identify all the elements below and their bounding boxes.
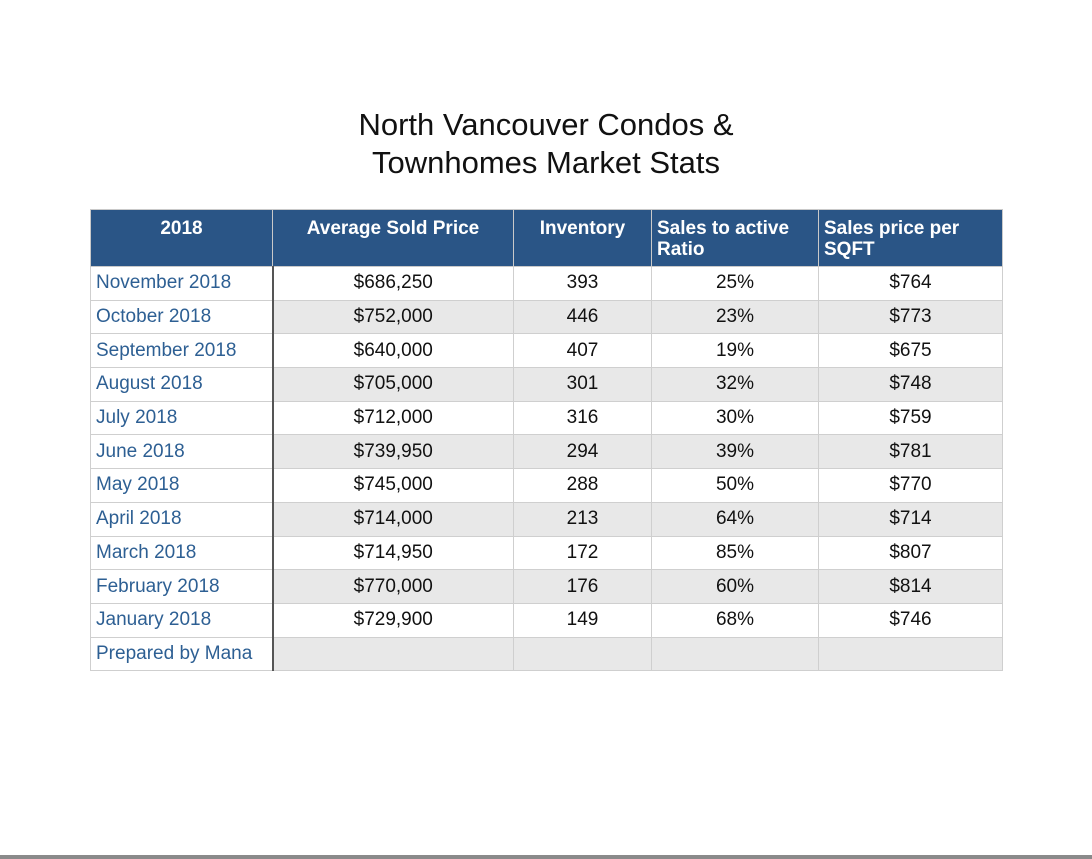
- empty-cell: [651, 636, 819, 672]
- sales-to-active-ratio-cell: 25%: [651, 266, 819, 301]
- sales-to-active-ratio-cell: 50%: [651, 468, 819, 503]
- inventory-cell: 294: [513, 434, 652, 470]
- inventory-cell: 176: [513, 569, 652, 604]
- header-sales-price-per-sqft-label: Sales price per SQFT: [824, 218, 960, 260]
- month-cell: June 2018: [90, 434, 274, 470]
- inventory-cell: 213: [513, 501, 652, 537]
- average-sold-price-cell: $745,000: [272, 468, 514, 503]
- month-cell: November 2018: [90, 266, 274, 301]
- month-cell: September 2018: [90, 333, 274, 369]
- title-line-1: North Vancouver Condos &: [358, 107, 734, 142]
- header-average-sold-price: Average Sold Price: [272, 209, 514, 267]
- header-inventory: Inventory: [513, 209, 652, 267]
- header-sales-to-active-ratio: Sales to active Ratio: [651, 209, 819, 267]
- empty-cell: [818, 636, 1003, 672]
- empty-cell: [272, 636, 514, 672]
- average-sold-price-cell: $705,000: [272, 367, 514, 402]
- average-sold-price-cell: $640,000: [272, 333, 514, 369]
- empty-cell: [513, 636, 652, 672]
- inventory-cell: 149: [513, 602, 652, 638]
- month-cell: October 2018: [90, 299, 274, 335]
- inventory-cell: 301: [513, 367, 652, 402]
- table-row: July 2018 $712,000 316 30% $759: [90, 400, 1003, 436]
- sales-to-active-ratio-cell: 39%: [651, 434, 819, 470]
- table-header-row: 2018 Average Sold Price Inventory Sales …: [90, 209, 1003, 267]
- table-row: November 2018 $686,250 393 25% $764: [90, 266, 1003, 301]
- sales-to-active-ratio-cell: 68%: [651, 602, 819, 638]
- average-sold-price-cell: $712,000: [272, 400, 514, 436]
- inventory-cell: 446: [513, 299, 652, 335]
- sales-price-per-sqft-cell: $770: [818, 468, 1003, 503]
- header-sales-to-active-ratio-label: Sales to active Ratio: [657, 218, 790, 260]
- sales-to-active-ratio-cell: 19%: [651, 333, 819, 369]
- sales-price-per-sqft-cell: $814: [818, 569, 1003, 604]
- sales-price-per-sqft-cell: $759: [818, 400, 1003, 436]
- inventory-cell: 407: [513, 333, 652, 369]
- header-average-sold-price-label: Average Sold Price: [306, 218, 480, 239]
- inventory-cell: 393: [513, 266, 652, 301]
- table-row: September 2018 $640,000 407 19% $675: [90, 333, 1003, 369]
- market-stats-table: 2018 Average Sold Price Inventory Sales …: [90, 209, 1003, 672]
- average-sold-price-cell: $752,000: [272, 299, 514, 335]
- sales-to-active-ratio-cell: 64%: [651, 501, 819, 537]
- sales-price-per-sqft-cell: $714: [818, 501, 1003, 537]
- month-cell: March 2018: [90, 535, 274, 571]
- average-sold-price-cell: $739,950: [272, 434, 514, 470]
- prepared-by-label: Prepared by Mana: [90, 636, 274, 672]
- header-year-label: 2018: [160, 218, 203, 239]
- average-sold-price-cell: $770,000: [272, 569, 514, 604]
- inventory-cell: 316: [513, 400, 652, 436]
- header-sales-price-per-sqft: Sales price per SQFT: [818, 209, 1003, 267]
- title-line-2: Townhomes Market Stats: [371, 145, 721, 180]
- sales-to-active-ratio-cell: 30%: [651, 400, 819, 436]
- month-cell: August 2018: [90, 367, 274, 402]
- month-cell: January 2018: [90, 602, 274, 638]
- average-sold-price-cell: $714,950: [272, 535, 514, 571]
- sales-price-per-sqft-cell: $781: [818, 434, 1003, 470]
- table-row: October 2018 $752,000 446 23% $773: [90, 299, 1003, 335]
- month-cell: July 2018: [90, 400, 274, 436]
- table-row: March 2018 $714,950 172 85% $807: [90, 535, 1003, 571]
- average-sold-price-cell: $729,900: [272, 602, 514, 638]
- inventory-cell: 172: [513, 535, 652, 571]
- page-title: North Vancouver Condos & Townhomes Marke…: [0, 106, 1092, 182]
- sales-to-active-ratio-cell: 60%: [651, 569, 819, 604]
- average-sold-price-cell: $686,250: [272, 266, 514, 301]
- sales-price-per-sqft-cell: $807: [818, 535, 1003, 571]
- sales-price-per-sqft-cell: $764: [818, 266, 1003, 301]
- bottom-divider: [0, 855, 1092, 859]
- table-footer-row: Prepared by Mana: [90, 636, 1003, 672]
- header-year: 2018: [90, 209, 273, 267]
- table-row: January 2018 $729,900 149 68% $746: [90, 602, 1003, 638]
- sales-to-active-ratio-cell: 85%: [651, 535, 819, 571]
- table-row: April 2018 $714,000 213 64% $714: [90, 501, 1003, 537]
- sales-to-active-ratio-cell: 23%: [651, 299, 819, 335]
- month-cell: February 2018: [90, 569, 274, 604]
- table-row: May 2018 $745,000 288 50% $770: [90, 468, 1003, 503]
- table-row: June 2018 $739,950 294 39% $781: [90, 434, 1003, 470]
- sales-to-active-ratio-cell: 32%: [651, 367, 819, 402]
- table-row: August 2018 $705,000 301 32% $748: [90, 367, 1003, 402]
- month-cell: April 2018: [90, 501, 274, 537]
- header-inventory-label: Inventory: [539, 218, 626, 239]
- average-sold-price-cell: $714,000: [272, 501, 514, 537]
- sales-price-per-sqft-cell: $675: [818, 333, 1003, 369]
- sales-price-per-sqft-cell: $746: [818, 602, 1003, 638]
- sales-price-per-sqft-cell: $773: [818, 299, 1003, 335]
- sales-price-per-sqft-cell: $748: [818, 367, 1003, 402]
- month-cell: May 2018: [90, 468, 274, 503]
- table-row: February 2018 $770,000 176 60% $814: [90, 569, 1003, 604]
- inventory-cell: 288: [513, 468, 652, 503]
